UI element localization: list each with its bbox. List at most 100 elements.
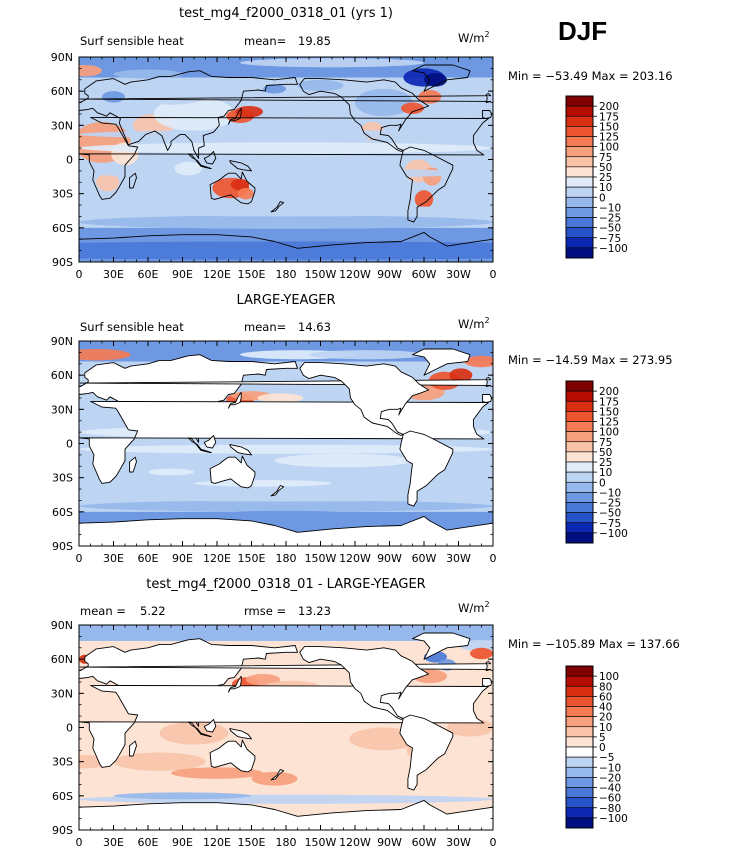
colorbar-box — [565, 227, 594, 239]
coastline-samerica — [399, 714, 454, 791]
coastline-eurasia — [79, 70, 298, 159]
field-feature — [102, 91, 125, 103]
field-feature — [418, 90, 442, 104]
field-feature — [96, 173, 120, 192]
panel1-units: W/m2 — [458, 30, 490, 45]
field-feature — [79, 215, 493, 229]
x-tick-label: 120E — [203, 836, 231, 849]
colorbar-label: −10 — [599, 487, 621, 499]
y-tick-label: 60S — [52, 506, 73, 519]
x-tick-label: 0 — [76, 836, 83, 849]
colorbar-box — [565, 105, 594, 117]
field-feature — [217, 510, 355, 518]
field-feature — [414, 190, 434, 209]
x-tick-label: 90E — [172, 552, 193, 565]
x-tick-label: 120E — [203, 268, 231, 281]
panel1-title: test_mg4_f2000_0318_01 (yrs 1) — [179, 6, 393, 21]
colorbar-box — [565, 696, 594, 707]
panel3-stat-label: rmse = — [244, 604, 287, 618]
colorbar-box — [565, 481, 594, 493]
coastline-borneo — [203, 719, 217, 733]
field-feature — [113, 69, 183, 79]
field-feature — [148, 468, 194, 476]
y-tick-label: 90N — [51, 619, 73, 632]
field-feature — [79, 64, 102, 77]
y-tick-label: 60S — [52, 222, 73, 235]
colorbar-box — [565, 706, 594, 717]
x-tick-label: 90W — [377, 836, 402, 849]
x-tick-label: 90E — [172, 268, 193, 281]
panel3-left-label: mean = — [80, 604, 126, 618]
colorbar-label: 80 — [599, 681, 612, 693]
colorbar-box — [565, 441, 594, 453]
x-tick-label: 150E — [238, 552, 266, 565]
colorbar-box — [565, 217, 594, 228]
x-tick-label: 90W — [377, 268, 402, 281]
coastline-iberia — [482, 678, 493, 687]
colorbar-box — [565, 726, 594, 738]
colorbar-label: −60 — [599, 793, 621, 805]
colorbar-label: 60 — [599, 691, 612, 703]
colorbar-label: −25 — [599, 213, 621, 225]
panel1-map: 0 30E 60E 90E 120E 150E 180 150W 120W 90W 60W 30W 09… — [51, 51, 497, 281]
coastline-namerica — [299, 362, 430, 436]
colorbar-box — [565, 787, 594, 798]
field-feature — [464, 355, 493, 368]
colorbar-label: 40 — [599, 702, 612, 714]
field-feature — [153, 96, 235, 132]
colorbar-label: 20 — [599, 712, 612, 724]
field-feature — [274, 453, 413, 468]
x-tick-label: 150W — [305, 552, 337, 565]
colorbar-box — [565, 186, 594, 198]
colorbar-label: −10 — [599, 202, 621, 214]
x-tick-label: 60E — [138, 836, 159, 849]
coastline-australia — [209, 739, 256, 773]
colorbar-box — [565, 807, 594, 819]
colorbar-label: −20 — [599, 772, 621, 784]
colorbar-label: 10 — [599, 722, 612, 734]
y-tick-label: 0 — [66, 438, 73, 451]
colorbar-box — [565, 176, 594, 188]
y-tick-label: 0 — [66, 154, 73, 167]
field-feature — [424, 72, 447, 87]
colorbar-box — [565, 247, 594, 259]
colorbar-box — [565, 736, 594, 748]
panel3-field — [79, 625, 493, 830]
field-feature — [297, 79, 344, 92]
colorbar-label: 100 — [599, 427, 619, 439]
colorbar-label: −50 — [599, 223, 621, 235]
panel2-map: 0 30E 60E 90E 120E 150E 180 150W 120W 90W 60W 30W 09… — [51, 335, 497, 565]
x-tick-label: 60E — [138, 268, 159, 281]
coastline-newguinea — [229, 160, 252, 172]
coastline-indonesia — [187, 153, 212, 170]
x-tick-label: 0 — [76, 268, 83, 281]
y-tick-label: 30N — [51, 119, 73, 132]
colorbar-box — [565, 716, 594, 728]
colorbar-box — [565, 411, 594, 422]
colorbar-box — [565, 237, 594, 249]
colorbar-label: 175 — [599, 396, 619, 408]
coastline-newzealand — [270, 201, 285, 213]
x-tick-label: 60W — [412, 268, 437, 281]
coastline-newzealand — [270, 769, 285, 781]
field-feature — [194, 479, 332, 487]
coastline-greenland — [412, 632, 471, 660]
colorbar-box — [565, 400, 594, 412]
y-tick-label: 30N — [51, 687, 73, 700]
colorbar-label: 175 — [599, 111, 619, 123]
colorbar-label: 125 — [599, 417, 619, 429]
colorbar-label: 50 — [599, 447, 612, 459]
field-feature — [174, 161, 203, 176]
colorbar-box — [565, 196, 594, 208]
colorbar-box — [565, 146, 594, 158]
x-tick-label: 150E — [238, 268, 266, 281]
field-feature — [240, 58, 424, 68]
y-tick-label: 90S — [52, 824, 73, 837]
x-tick-label: 60W — [412, 836, 437, 849]
colorbar-box — [565, 431, 594, 443]
panel1-stat-value: 19.85 — [298, 34, 331, 48]
colorbar-label: 150 — [599, 121, 619, 133]
colorbar-box — [565, 492, 594, 503]
coastline-antarctica — [79, 515, 493, 546]
colorbar-label: −40 — [599, 783, 621, 795]
